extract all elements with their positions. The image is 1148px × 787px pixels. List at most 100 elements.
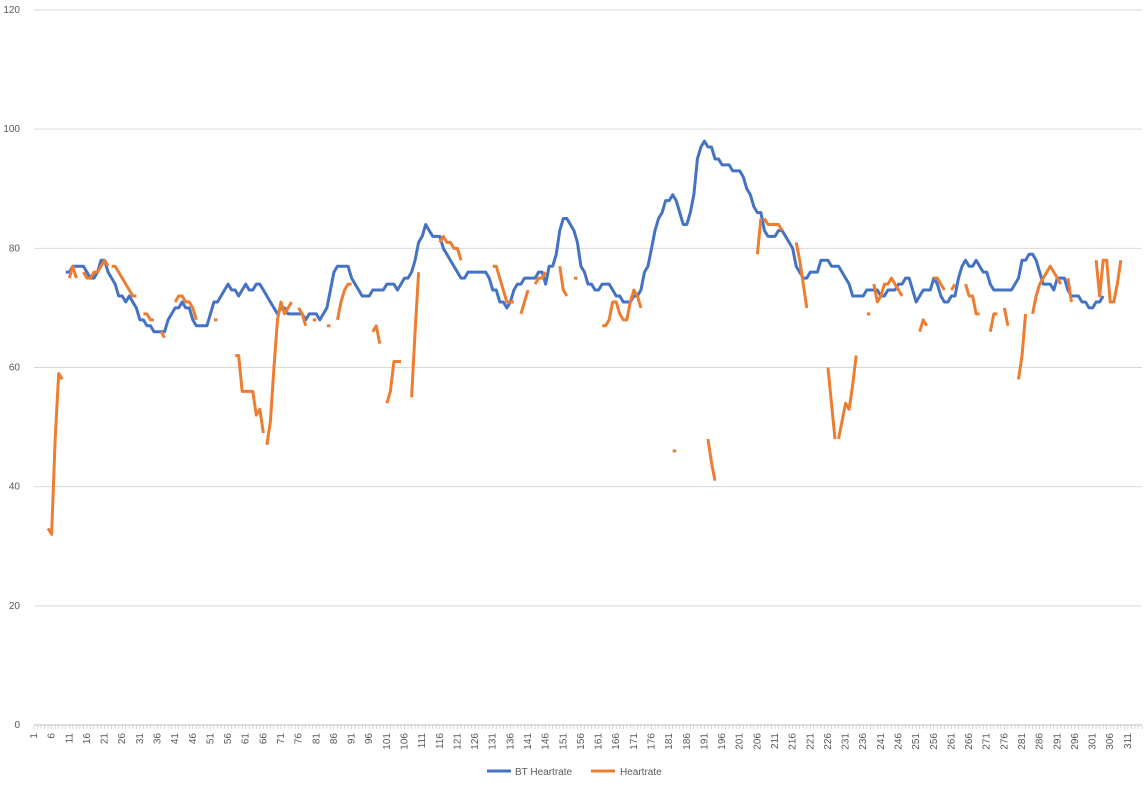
series-line-segment [265,300,293,446]
x-tick-label: 146 [541,733,552,750]
y-tick-label: 40 [9,482,21,493]
series-line-segment [950,283,957,291]
series-line-segment [235,354,265,434]
x-tick-label: 201 [735,733,746,750]
x-tick-label: 61 [241,733,252,745]
y-tick-label: 80 [9,243,21,254]
x-tick-label: 176 [647,733,658,750]
series-line-segment [410,272,421,398]
series-line-segment [755,218,763,255]
x-tick-label: 171 [629,733,640,750]
x-tick-label: 231 [841,733,852,750]
x-tick-label: 96 [364,733,375,745]
x-tick-label: 76 [294,733,305,745]
x-tick-label: 71 [276,733,287,745]
series-line-segment [558,265,569,297]
y-tick-label: 100 [3,124,20,135]
x-tick-label: 116 [435,733,446,749]
x-tick-label: 271 [982,733,993,750]
series-line-segment [519,289,530,315]
legend-label: Heartrate [620,767,662,778]
series-line-segment [602,288,643,328]
series-line-segment [1094,258,1123,304]
legend-label: BT Heartrate [515,767,572,778]
x-tick-label: 216 [788,733,799,750]
x-tick-label: 281 [1017,733,1028,750]
series-line-segment [964,283,980,316]
x-tick-label: 311 [1123,733,1134,749]
x-tick-label: 51 [205,733,216,745]
x-tick-label: 221 [805,733,816,750]
series-line-segment [1031,264,1063,315]
series-line-segment [65,139,1105,334]
x-tick-label: 151 [558,733,569,750]
series-line-segment [763,217,784,232]
x-tick-label: 241 [876,733,887,750]
x-tick-label: 251 [911,733,922,750]
x-tick-label: 106 [400,733,411,750]
x-tick-label: 1 [29,733,40,739]
series-line-segment [933,276,946,291]
x-axis-tick-labels: 1 6 11 16 21 26 31 36 41 46 51 56 61 66 71 76 81 86 91 96 10… [29,733,1134,750]
x-tick-label: 266 [964,733,975,750]
x-tick-label: 11 [64,733,75,744]
series-line-segment [173,294,198,321]
series-line-segment [1002,307,1010,327]
y-tick-label: 120 [3,5,20,16]
x-tick-label: 81 [311,733,322,745]
x-tick-label: 286 [1035,733,1046,750]
x-tick-label: 256 [929,733,940,750]
x-tick-label: 56 [223,733,234,745]
y-tick-label: 60 [9,363,21,374]
gridlines [34,9,1142,726]
series-line-segment [988,312,998,333]
series-heartrate [46,217,1123,536]
y-axis-tick-labels: 0 20 40 60 80 100 120 [3,5,20,731]
series-line-segment [918,318,929,333]
x-tick-label: 121 [452,733,463,750]
series-line-segment [872,276,904,304]
x-tick-label: 66 [258,733,269,745]
series-line-segment [335,282,352,321]
x-tick-label: 161 [594,733,605,750]
x-tick-label: 91 [347,733,358,745]
series-line-segment [297,307,308,327]
series-line-segment [159,330,166,339]
series-line-segment [1017,313,1028,380]
x-tick-label: 206 [752,733,763,750]
series-line-segment [1066,277,1073,303]
x-tick-label: 211 [770,733,781,749]
series-line-segment [385,360,401,404]
x-tick-label: 36 [153,733,164,745]
x-tick-label: 291 [1052,733,1063,750]
x-tick-label: 136 [505,733,516,750]
x-tick-label: 181 [664,733,675,750]
series-line-segment [82,258,110,280]
x-tick-label: 46 [188,733,199,745]
y-tick-label: 20 [9,601,21,612]
x-tick-label: 166 [611,733,622,750]
x-tick-label: 131 [488,733,499,750]
x-tick-label: 141 [523,733,534,750]
x-tick-label: 276 [999,733,1010,750]
x-tick-label: 236 [858,733,869,750]
x-tick-label: 306 [1105,733,1116,750]
x-tick-label: 16 [82,733,93,745]
series-line-segment [371,324,382,344]
x-tick-label: 261 [946,733,957,750]
series-line-segment [111,264,137,298]
x-tick-label: 6 [47,733,58,739]
x-tick-label: 296 [1070,733,1081,750]
series-line-segment [143,312,154,322]
x-tick-label: 156 [576,733,587,750]
x-tick-label: 111 [417,733,428,749]
x-tick-label: 301 [1088,733,1099,750]
axes [33,725,1143,729]
x-tick-label: 126 [470,733,481,750]
x-tick-label: 41 [170,733,181,745]
legend: BT Heartrate Heartrate [487,767,662,778]
series-line-segment [826,367,837,440]
series-line-segment [837,355,858,440]
